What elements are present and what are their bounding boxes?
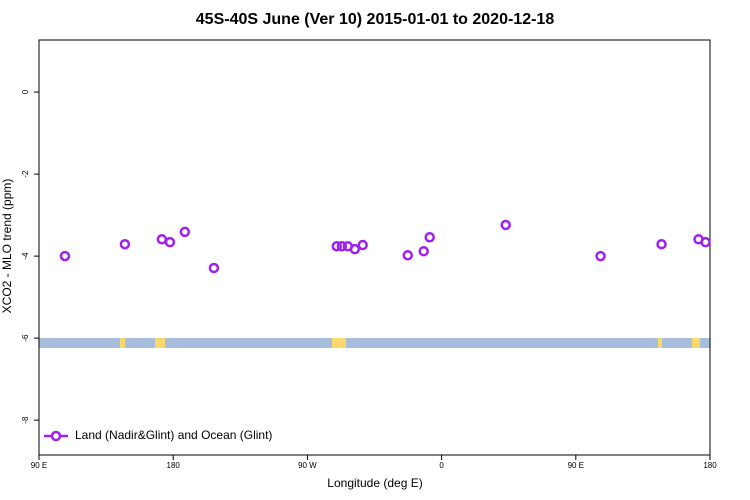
ocean-strip xyxy=(39,338,710,348)
data-point xyxy=(208,262,220,274)
data-point xyxy=(336,241,348,252)
land-patch xyxy=(658,338,662,348)
land-patch xyxy=(332,338,346,348)
y-tick-label: -4 xyxy=(21,252,30,260)
data-point xyxy=(424,231,435,243)
land-patch xyxy=(155,338,165,348)
data-point xyxy=(164,236,176,248)
data-point xyxy=(59,250,71,262)
x-axis-label: Longitude (deg E) xyxy=(327,476,422,490)
data-point xyxy=(418,245,429,257)
y-tick-label: -2 xyxy=(21,170,30,178)
land-ocean-strip xyxy=(39,338,710,348)
data-point xyxy=(500,219,511,231)
legend-label: Land (Nadir&Glint) and Ocean (Glint) xyxy=(75,428,272,442)
y-tick-label: -6 xyxy=(21,334,30,342)
data-point xyxy=(331,241,343,252)
data-point xyxy=(179,226,191,238)
data-point xyxy=(119,238,131,250)
data-point xyxy=(656,238,667,250)
y-tick-label: 0 xyxy=(21,89,30,94)
data-point xyxy=(700,236,711,248)
x-tick-label: 180 xyxy=(703,461,717,470)
land-patch xyxy=(120,338,125,348)
data-point xyxy=(156,234,168,245)
data-point xyxy=(349,243,361,255)
x-tick-label: 90 W xyxy=(298,461,317,470)
x-tick-label: 90 E xyxy=(568,461,584,470)
data-point xyxy=(595,250,606,262)
y-axis-label: XCO2 - MLO trend (ppm) xyxy=(0,179,14,314)
chart-title: 45S-40S June (Ver 10) 2015-01-01 to 2020… xyxy=(196,11,555,28)
data-point xyxy=(402,250,414,261)
x-tick-label: 90 E xyxy=(31,461,47,470)
y-tick-label: -8 xyxy=(21,416,30,424)
legend-marker xyxy=(50,430,62,442)
x-tick-label: 180 xyxy=(167,461,181,470)
land-patch xyxy=(692,338,700,348)
data-point xyxy=(357,239,368,251)
plot-frame xyxy=(38,39,711,456)
x-tick-label: 0 xyxy=(439,461,444,470)
